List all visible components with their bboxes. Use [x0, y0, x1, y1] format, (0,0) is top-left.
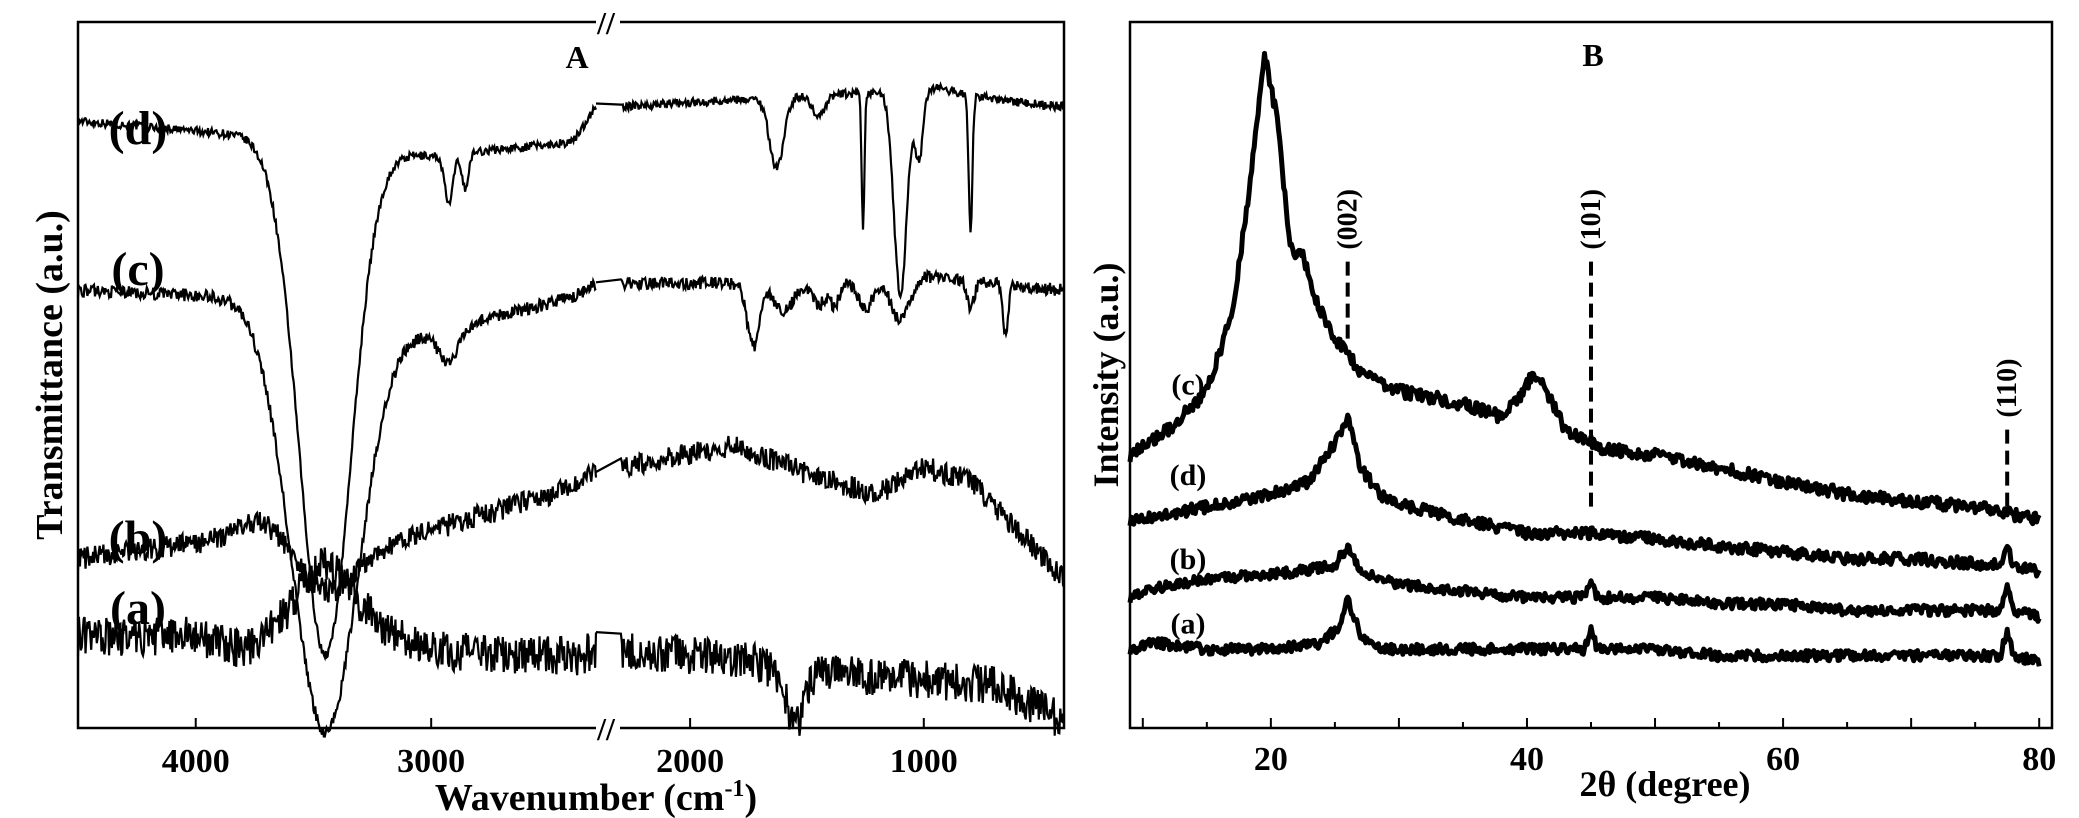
panel-b-curve-b	[1127, 542, 2042, 624]
panel-a-series-label: (d)	[109, 102, 168, 155]
panel-a-curve-a-seg1	[76, 547, 598, 676]
panel-a-x-tick-label: 1000	[890, 743, 958, 780]
panel-a-break-mark-bottom: //	[596, 711, 616, 747]
panel-a-series-label: (a)	[110, 582, 166, 635]
panel-b-reflection-label: (101)	[1576, 189, 1607, 250]
panel-a-title: A	[565, 39, 588, 75]
panel-a: // // A (d) (c) (b) (a) 4000 3000 2000 1000 Tr…	[29, 5, 1066, 818]
panel-b-series-label: (c)	[1171, 368, 1204, 401]
panel-a-x-axis-label-superscript: -1	[724, 776, 744, 802]
panel-a-curve-b-seg2	[595, 435, 1066, 587]
panel-a-x-tick-label: 4000	[162, 743, 230, 780]
panel-b-series-labels: (c) (d) (b) (a)	[1170, 368, 1207, 640]
panel-b-curve-d	[1127, 412, 2042, 579]
panel-a-x-tick-label: 3000	[397, 743, 465, 780]
panel-a-break-gap	[596, 8, 620, 808]
panel-a-curve-b-seg1	[76, 462, 598, 603]
panel-a-x-axis-label: Wavenumber (cm-1)	[435, 776, 757, 818]
panel-a-x-tick-label: 2000	[656, 743, 724, 780]
panel-a-x-axis-label-end: )	[744, 777, 757, 818]
panel-b-title: B	[1582, 37, 1603, 73]
panel-a-series-label: (b)	[109, 511, 168, 564]
panel-a-series-labels: (d) (c) (b) (a)	[109, 102, 168, 635]
panel-b: B (002) (101)(110) (c)(d)(b)(a) 20 40 60 80 …	[1086, 20, 2056, 804]
panel-a-curve-d-seg2	[595, 81, 1066, 301]
panel-b-curve-c	[1127, 50, 2042, 527]
panel-a-curve-d-seg1	[76, 103, 598, 662]
panel-b-series-label: (b)	[1170, 543, 1207, 576]
panel-a-y-axis-label: Transmittance (a.u.)	[29, 210, 71, 540]
panel-b-reflections: (002) (101) (110)	[1333, 189, 2023, 508]
panel-b-x-ticks: 20 40 60 80	[1141, 718, 2056, 778]
panel-b-x-tick-label: 80	[2022, 741, 2056, 778]
panel-b-series-label: (a)	[1171, 607, 1206, 640]
panel-b-x-tick-label: 40	[1510, 741, 1544, 778]
panel-a-curve-c-seg2	[595, 268, 1065, 352]
panel-a-frame	[76, 20, 1066, 730]
panel-a-x-ticks: 4000 3000 2000 1000	[162, 718, 958, 780]
panel-b-x-tick-label: 20	[1254, 741, 1288, 778]
panel-a-break-mark-top: //	[596, 5, 616, 41]
panel-b-x-tick-label: 60	[1766, 741, 1800, 778]
panel-a-x-axis-label-text: Wavenumber (cm	[435, 777, 725, 818]
panel-a-series-label: (c)	[111, 243, 164, 296]
panel-b-y-axis-label: Intensity (a.u.)	[1086, 262, 1126, 487]
panel-b-reflection-label: (002)	[1333, 189, 1364, 250]
panel-a-curve-c-seg1	[76, 276, 597, 738]
panel-a-curve-a-seg2	[595, 631, 1066, 736]
panel-b-curve-a	[1127, 594, 2042, 667]
panel-a-curves	[76, 81, 1066, 738]
panel-b-curves	[1127, 50, 2042, 667]
panel-b-x-axis-label: 2θ (degree)	[1579, 764, 1750, 804]
panel-b-reflection-label: (110)	[1992, 358, 2023, 417]
panel-b-series-label: (d)	[1170, 459, 1207, 492]
